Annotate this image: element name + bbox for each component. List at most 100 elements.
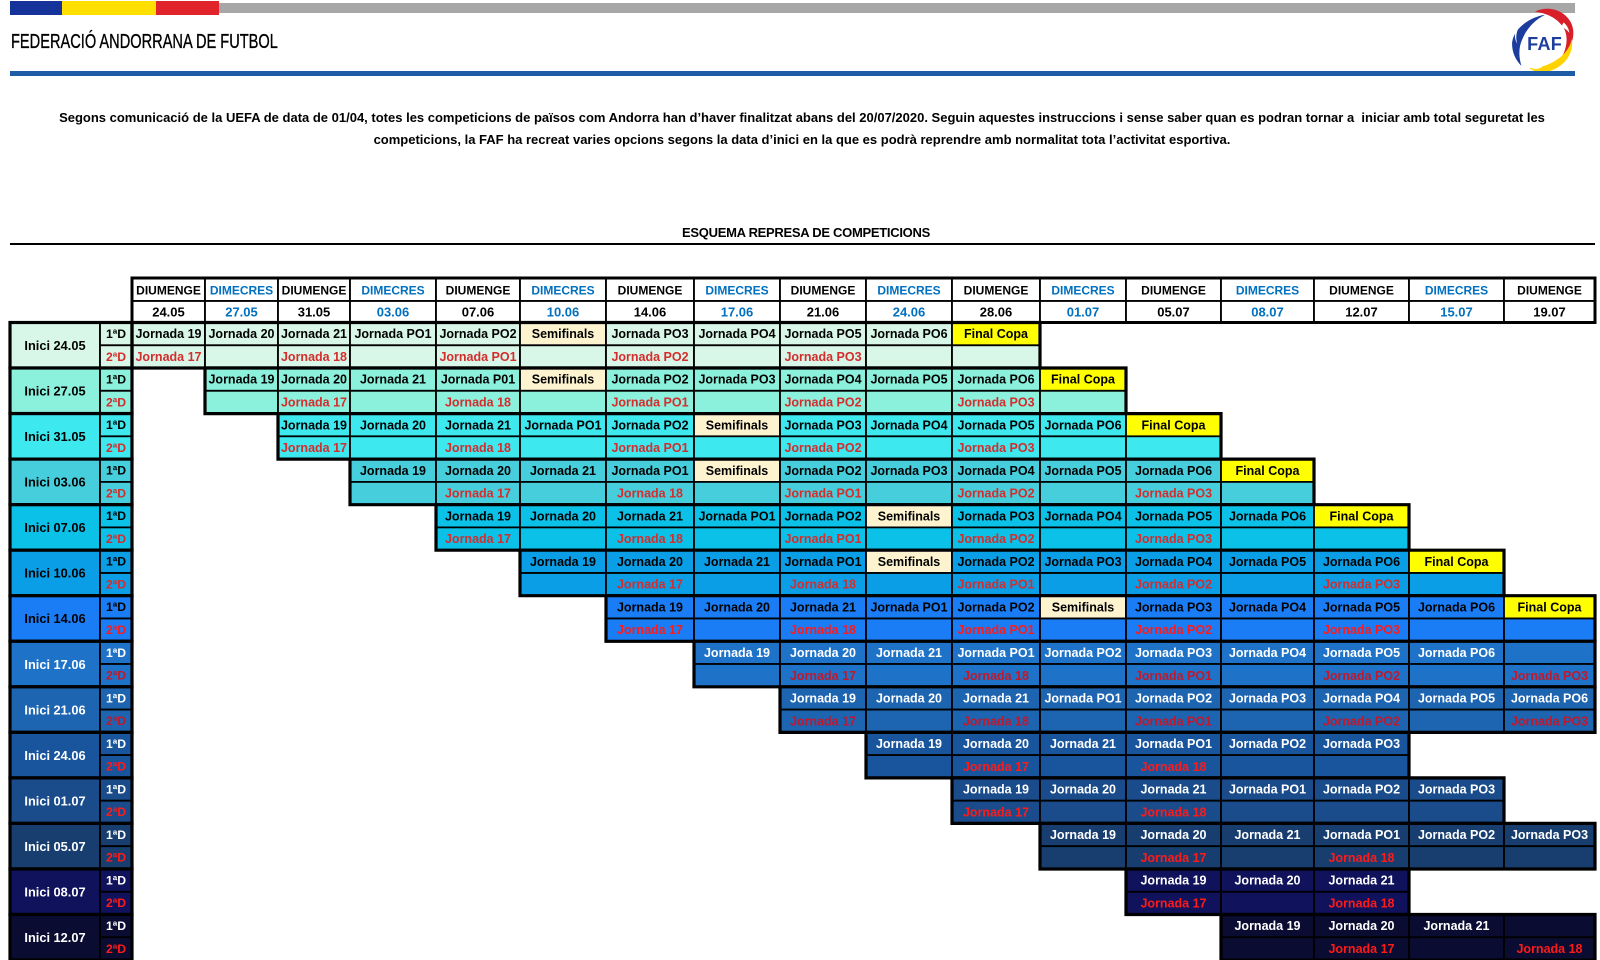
svg-text:Jornada 17: Jornada 17	[790, 714, 856, 728]
svg-text:Jornada PO3: Jornada PO3	[1323, 737, 1400, 751]
svg-text:Jornada PO3: Jornada PO3	[1323, 623, 1400, 637]
svg-text:Final Copa: Final Copa	[964, 327, 1029, 341]
svg-text:Jornada PO1: Jornada PO1	[957, 623, 1034, 637]
svg-text:Inici 05.07: Inici 05.07	[24, 839, 85, 854]
svg-text:2ªD: 2ªD	[106, 350, 126, 364]
svg-text:Semifinals: Semifinals	[532, 373, 595, 387]
svg-text:Jornada PO5: Jornada PO5	[1418, 692, 1495, 706]
svg-text:1ªD: 1ªD	[106, 828, 126, 842]
svg-text:Jornada 17: Jornada 17	[963, 805, 1029, 819]
svg-text:Inici 01.07: Inici 01.07	[24, 793, 85, 808]
svg-text:1ªD: 1ªD	[106, 646, 126, 660]
svg-text:2ªD: 2ªD	[106, 669, 126, 683]
svg-text:Jornada PO2: Jornada PO2	[1229, 737, 1306, 751]
svg-text:Jornada PO1: Jornada PO1	[957, 578, 1034, 592]
svg-text:Semifinals: Semifinals	[706, 464, 769, 478]
svg-text:Inici 24.05: Inici 24.05	[24, 338, 85, 353]
svg-text:1ªD: 1ªD	[106, 327, 126, 341]
svg-text:Jornada 20: Jornada 20	[208, 327, 274, 341]
svg-text:Jornada PO2: Jornada PO2	[957, 532, 1034, 546]
svg-text:1ªD: 1ªD	[106, 737, 126, 751]
svg-text:Jornada PO6: Jornada PO6	[1323, 555, 1400, 569]
svg-text:Jornada PO5: Jornada PO5	[870, 373, 947, 387]
svg-text:Jornada PO6: Jornada PO6	[1044, 418, 1121, 432]
svg-text:Jornada PO6: Jornada PO6	[1418, 646, 1495, 660]
svg-text:Jornada 17: Jornada 17	[1140, 897, 1206, 911]
svg-text:Jornada PO2: Jornada PO2	[611, 350, 688, 364]
svg-text:Inici 27.05: Inici 27.05	[24, 384, 85, 399]
svg-text:Final Copa: Final Copa	[1425, 555, 1490, 569]
svg-text:Jornada PO1: Jornada PO1	[611, 464, 688, 478]
svg-text:Jornada PO6: Jornada PO6	[957, 373, 1034, 387]
svg-text:Jornada PO6: Jornada PO6	[1229, 509, 1306, 523]
svg-text:DIUMENGE: DIUMENGE	[1329, 283, 1394, 297]
svg-text:DIUMENGE: DIUMENGE	[282, 283, 347, 297]
svg-text:Jornada PO2: Jornada PO2	[784, 396, 861, 410]
svg-text:2ªD: 2ªD	[106, 942, 126, 956]
svg-text:Inici 08.07: Inici 08.07	[24, 885, 85, 900]
svg-text:Jornada 17: Jornada 17	[617, 578, 683, 592]
svg-text:Jornada PO1: Jornada PO1	[870, 600, 947, 614]
svg-text:1ªD: 1ªD	[106, 782, 126, 796]
svg-text:Jornada 17: Jornada 17	[790, 669, 856, 683]
svg-text:Jornada 21: Jornada 21	[876, 646, 942, 660]
svg-text:Jornada PO3: Jornada PO3	[1229, 692, 1306, 706]
svg-text:Jornada 20: Jornada 20	[790, 646, 856, 660]
svg-text:Semifinals: Semifinals	[878, 509, 941, 523]
svg-text:Jornada PO3: Jornada PO3	[1323, 578, 1400, 592]
svg-text:DIMECRES: DIMECRES	[361, 283, 424, 297]
svg-text:Inici 10.06: Inici 10.06	[24, 566, 85, 581]
svg-text:Jornada PO1: Jornada PO1	[1135, 669, 1212, 683]
svg-text:08.07: 08.07	[1251, 305, 1284, 320]
svg-text:Jornada 19: Jornada 19	[208, 373, 274, 387]
svg-text:Jornada P01: Jornada P01	[441, 373, 515, 387]
svg-text:Jornada 17: Jornada 17	[135, 350, 201, 364]
svg-text:Jornada 20: Jornada 20	[445, 464, 511, 478]
svg-text:Inici 07.06: Inici 07.06	[24, 520, 85, 535]
svg-text:17.06: 17.06	[721, 305, 754, 320]
svg-text:Jornada 18: Jornada 18	[1328, 851, 1394, 865]
svg-text:Jornada 19: Jornada 19	[963, 783, 1029, 797]
svg-text:Final Copa: Final Copa	[1142, 418, 1207, 432]
svg-text:Jornada 18: Jornada 18	[1140, 760, 1206, 774]
svg-text:Jornada PO5: Jornada PO5	[1323, 600, 1400, 614]
svg-text:Jornada PO3: Jornada PO3	[784, 418, 861, 432]
svg-text:Jornada 19: Jornada 19	[790, 692, 856, 706]
svg-text:Jornada 20: Jornada 20	[1050, 783, 1116, 797]
svg-text:Jornada PO2: Jornada PO2	[1418, 828, 1495, 842]
svg-text:Jornada PO3: Jornada PO3	[1135, 487, 1212, 501]
svg-text:Jornada 20: Jornada 20	[876, 692, 942, 706]
svg-text:Jornada PO2: Jornada PO2	[1135, 692, 1212, 706]
svg-text:Inici 24.06: Inici 24.06	[24, 748, 85, 763]
svg-text:2ªD: 2ªD	[106, 714, 126, 728]
svg-text:2ªD: 2ªD	[106, 851, 126, 865]
svg-text:Jornada 18: Jornada 18	[790, 578, 856, 592]
svg-text:Jornada PO5: Jornada PO5	[784, 327, 861, 341]
svg-text:2ªD: 2ªD	[106, 532, 126, 546]
svg-text:Jornada 17: Jornada 17	[281, 441, 347, 455]
svg-text:Jornada PO3: Jornada PO3	[1135, 532, 1212, 546]
svg-text:DIUMENGE: DIUMENGE	[618, 283, 683, 297]
svg-text:Jornada PO1: Jornada PO1	[1323, 828, 1400, 842]
svg-text:Jornada PO4: Jornada PO4	[870, 418, 947, 432]
svg-text:Jornada 17: Jornada 17	[1140, 851, 1206, 865]
svg-text:27.05: 27.05	[225, 305, 258, 320]
svg-text:19.07: 19.07	[1533, 305, 1566, 320]
svg-text:Jornada PO2: Jornada PO2	[611, 373, 688, 387]
svg-text:Jornada 19: Jornada 19	[1234, 919, 1300, 933]
svg-text:Jornada 18: Jornada 18	[790, 623, 856, 637]
svg-text:1ªD: 1ªD	[106, 555, 126, 569]
svg-text:Jornada PO5: Jornada PO5	[1229, 555, 1306, 569]
svg-text:DIUMENGE: DIUMENGE	[136, 283, 201, 297]
svg-text:Jornada 20: Jornada 20	[1328, 919, 1394, 933]
svg-text:Jornada PO1: Jornada PO1	[784, 487, 861, 501]
svg-text:14.06: 14.06	[634, 305, 667, 320]
svg-text:Jornada PO3: Jornada PO3	[611, 327, 688, 341]
svg-text:Jornada 21: Jornada 21	[1423, 919, 1489, 933]
svg-text:Jornada PO3: Jornada PO3	[957, 509, 1034, 523]
svg-text:Jornada PO4: Jornada PO4	[1323, 692, 1400, 706]
svg-text:10.06: 10.06	[547, 305, 580, 320]
svg-text:Jornada PO2: Jornada PO2	[1135, 578, 1212, 592]
svg-text:1ªD: 1ªD	[106, 874, 126, 888]
svg-text:Jornada PO1: Jornada PO1	[784, 532, 861, 546]
